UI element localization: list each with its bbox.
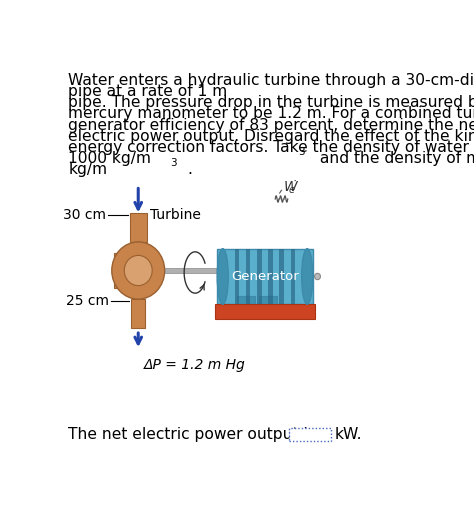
Text: 30 cm: 30 cm bbox=[63, 208, 106, 222]
Bar bbox=[257, 249, 262, 304]
Text: Turbine: Turbine bbox=[150, 208, 201, 222]
Bar bbox=[131, 299, 145, 328]
Bar bbox=[246, 249, 250, 304]
Bar bbox=[164, 268, 217, 273]
Text: pipe. The pressure drop in the turbine is measured by a: pipe. The pressure drop in the turbine i… bbox=[68, 95, 474, 110]
Circle shape bbox=[124, 255, 152, 286]
Text: e: e bbox=[289, 185, 295, 195]
Bar bbox=[289, 428, 331, 441]
Text: pipe at a rate of 1 m: pipe at a rate of 1 m bbox=[68, 84, 228, 99]
Circle shape bbox=[112, 242, 164, 299]
Circle shape bbox=[315, 273, 320, 280]
Text: generator efficiency of 83 percent, determine the net: generator efficiency of 83 percent, dete… bbox=[68, 118, 474, 133]
Bar bbox=[268, 249, 273, 304]
Bar bbox=[114, 253, 125, 288]
Text: and the density of mercury to be 13,560: and the density of mercury to be 13,560 bbox=[315, 151, 474, 166]
Bar bbox=[237, 296, 255, 307]
Text: electric power output. Disregard the effect of the kinetic: electric power output. Disregard the eff… bbox=[68, 128, 474, 143]
Text: .: . bbox=[188, 162, 192, 177]
Bar bbox=[280, 249, 284, 304]
Bar bbox=[291, 249, 295, 304]
Text: 3: 3 bbox=[171, 158, 177, 168]
Text: energy correction factors. Take the density of water to be: energy correction factors. Take the dens… bbox=[68, 140, 474, 155]
Text: 25 cm: 25 cm bbox=[66, 294, 109, 308]
Ellipse shape bbox=[217, 249, 228, 304]
Ellipse shape bbox=[301, 249, 313, 304]
Bar bbox=[217, 249, 313, 304]
Text: mercury manometer to be 1.2 m. For a combined turbine–: mercury manometer to be 1.2 m. For a com… bbox=[68, 106, 474, 121]
Bar bbox=[130, 213, 146, 242]
Text: kW.: kW. bbox=[335, 427, 362, 442]
Text: The net electric power output is: The net electric power output is bbox=[68, 427, 316, 442]
Text: Water enters a hydraulic turbine through a 30-cm-diameter: Water enters a hydraulic turbine through… bbox=[68, 73, 474, 88]
Text: 1000 kg/m: 1000 kg/m bbox=[68, 151, 151, 166]
Text: kg/m: kg/m bbox=[68, 162, 108, 177]
Bar bbox=[215, 304, 315, 319]
Bar bbox=[259, 296, 277, 307]
Text: Ẇ: Ẇ bbox=[283, 180, 297, 194]
Text: 3: 3 bbox=[298, 147, 305, 157]
Bar bbox=[235, 249, 239, 304]
Text: ΔP = 1.2 m Hg: ΔP = 1.2 m Hg bbox=[144, 358, 246, 372]
Text: Generator: Generator bbox=[231, 270, 299, 283]
